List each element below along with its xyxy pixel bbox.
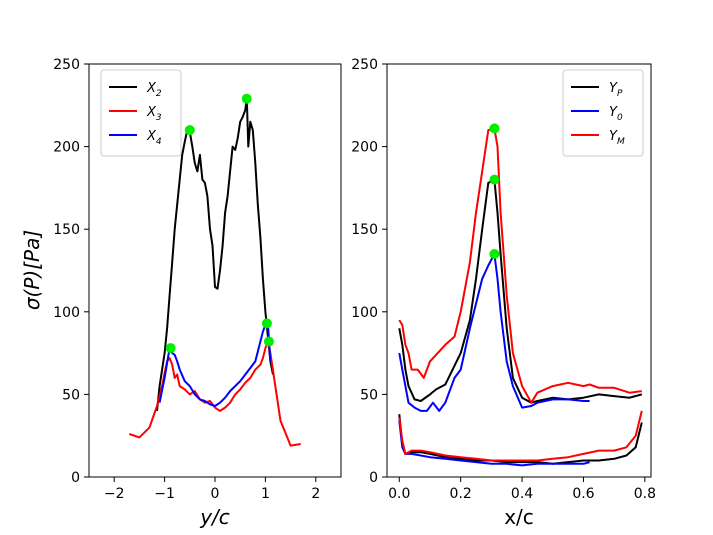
y-axis-label: σ(P)[Pa] <box>20 230 44 310</box>
y-tick-label: 250 <box>53 57 80 73</box>
x-tick-label: 0.4 <box>511 486 533 502</box>
legend-box <box>100 69 182 157</box>
y-tick-label: 100 <box>53 305 80 321</box>
legend-label-X4: X4 <box>146 129 162 147</box>
legend-label-Y0: Y0 <box>609 105 623 123</box>
y-tick-label: 50 <box>62 387 80 403</box>
series-line-YP_low <box>398 414 643 465</box>
x-tick-label: 0.2 <box>450 486 472 502</box>
y-tick-label: 0 <box>71 470 80 486</box>
x-tick-label: 0.0 <box>388 486 410 502</box>
series-line-Y0_low <box>398 420 590 467</box>
x-tick-label: −1 <box>154 486 175 502</box>
x-tick-label: 0.8 <box>634 486 656 502</box>
legend: X2 X3 X4 <box>100 69 182 157</box>
x-axis-label: x/c <box>504 505 534 529</box>
x-tick-label: 1 <box>261 486 270 502</box>
x-tick-label: −2 <box>104 486 125 502</box>
x-tick-label: 0 <box>211 486 220 502</box>
peak-marker-0 <box>489 123 500 134</box>
left-panel: −2 −1 0 1 2 0 50 100 150 200 250 y/c X2 X3 X4 <box>53 57 342 529</box>
y-tick-label: 250 <box>351 57 378 73</box>
peak-marker-1 <box>241 93 252 104</box>
x-tick-label: 2 <box>311 486 320 502</box>
peak-marker-0 <box>184 125 195 136</box>
right-panel: 0.0 0.2 0.4 0.6 0.8 0 50 100 150 200 250 x/c YP Y0 YM <box>351 57 656 529</box>
x-tick-label: 0.6 <box>572 486 594 502</box>
y-tick-label: 100 <box>351 305 378 321</box>
y-tick-label: 200 <box>53 140 80 156</box>
series-line-YM_low <box>398 410 643 462</box>
legend-label-YM: YM <box>609 129 625 147</box>
y-tick-label: 50 <box>360 387 378 403</box>
y-tick-label: 200 <box>351 140 378 156</box>
axes-frame <box>386 63 652 478</box>
peak-marker-4 <box>263 336 274 347</box>
peak-marker-1 <box>489 174 500 185</box>
legend: YP Y0 YM <box>562 69 644 157</box>
legend-label-X3: X3 <box>146 105 162 123</box>
y-tick-label: 150 <box>53 222 80 238</box>
legend-box <box>562 69 644 157</box>
y-tick-label: 0 <box>369 470 378 486</box>
y-tick-label: 150 <box>351 222 378 238</box>
peak-marker-2 <box>489 248 500 259</box>
legend-label-X2: X2 <box>146 81 162 99</box>
series-line-X2 <box>156 97 274 412</box>
series-line-Y0 <box>398 253 590 412</box>
series-line-X4 <box>158 322 272 407</box>
peak-marker-2 <box>165 343 176 354</box>
x-axis-label: y/c <box>199 505 230 529</box>
peak-marker-3 <box>261 318 272 329</box>
legend-label-YP: YP <box>609 81 623 99</box>
